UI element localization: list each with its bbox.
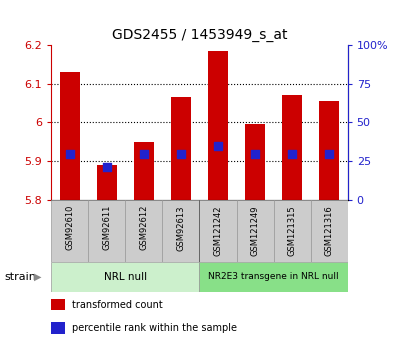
Bar — [51, 299, 65, 310]
Point — [67, 151, 73, 156]
FancyBboxPatch shape — [126, 200, 162, 262]
Point — [326, 151, 332, 156]
Text: ▶: ▶ — [34, 272, 41, 282]
FancyBboxPatch shape — [310, 200, 348, 262]
Text: NRL null: NRL null — [104, 272, 147, 282]
FancyBboxPatch shape — [51, 200, 88, 262]
Text: GSM92611: GSM92611 — [102, 205, 111, 250]
FancyBboxPatch shape — [237, 200, 274, 262]
Text: strain: strain — [4, 272, 36, 282]
Text: transformed count: transformed count — [72, 300, 163, 309]
Bar — [282, 95, 302, 200]
Point — [141, 151, 147, 156]
Bar — [60, 72, 80, 200]
Text: GSM92613: GSM92613 — [177, 205, 186, 250]
Text: GSM121249: GSM121249 — [250, 205, 260, 256]
Text: GSM92610: GSM92610 — [65, 205, 74, 250]
Bar — [134, 142, 154, 200]
Bar — [319, 101, 339, 200]
Bar — [97, 165, 117, 200]
Text: GSM92612: GSM92612 — [139, 205, 149, 250]
FancyBboxPatch shape — [199, 200, 237, 262]
Bar — [208, 51, 228, 200]
Point — [178, 151, 184, 156]
FancyBboxPatch shape — [88, 200, 126, 262]
Text: GSM121316: GSM121316 — [325, 205, 334, 256]
FancyBboxPatch shape — [274, 200, 310, 262]
Bar — [51, 322, 65, 334]
FancyBboxPatch shape — [199, 262, 348, 292]
Point — [215, 143, 221, 149]
Text: percentile rank within the sample: percentile rank within the sample — [72, 323, 237, 333]
Text: GSM121242: GSM121242 — [213, 205, 222, 256]
Bar — [171, 97, 191, 200]
FancyBboxPatch shape — [51, 262, 199, 292]
Bar — [245, 125, 265, 200]
Point — [289, 151, 295, 156]
Text: NR2E3 transgene in NRL null: NR2E3 transgene in NRL null — [208, 272, 339, 282]
Text: GSM121315: GSM121315 — [288, 205, 297, 256]
Point — [104, 165, 110, 170]
FancyBboxPatch shape — [162, 200, 199, 262]
Title: GDS2455 / 1453949_s_at: GDS2455 / 1453949_s_at — [112, 28, 287, 42]
Point — [252, 151, 258, 156]
